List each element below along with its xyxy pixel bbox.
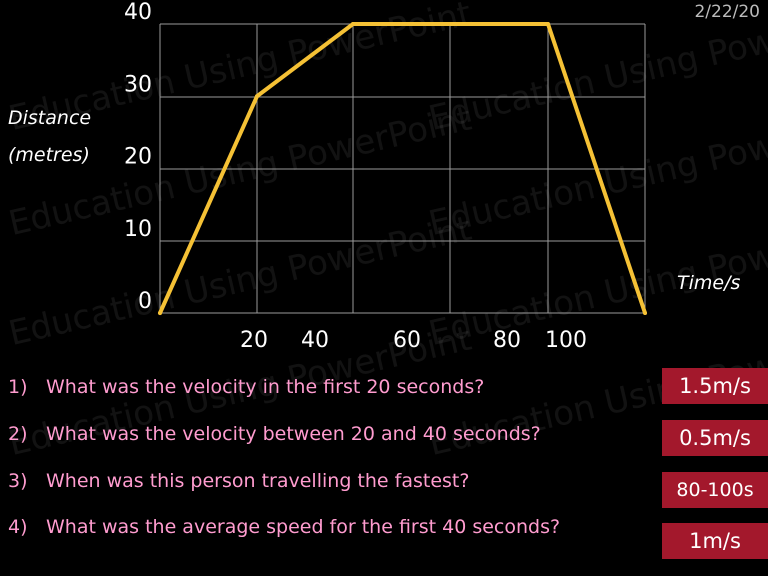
x-tick-label: 40	[301, 328, 329, 353]
distance-time-chart: 0 10 20 30 40 20 40 60 80 100	[124, 0, 647, 353]
x-tick-label: 60	[393, 328, 421, 353]
question-number: 1)	[8, 376, 28, 398]
chart-grid	[159, 23, 646, 314]
question-text: What was the velocity between 20 and 40 …	[46, 423, 541, 445]
data-point	[546, 22, 550, 26]
data-point	[351, 22, 355, 26]
answer-box-1[interactable]: 1.5m/s	[662, 368, 768, 404]
question-number: 4)	[8, 516, 28, 538]
data-point	[158, 311, 162, 315]
question-3: 3) When was this person travelling the fa…	[8, 470, 469, 492]
question-2: 2) What was the velocity between 20 and 4…	[8, 423, 541, 445]
question-text: What was the velocity in the first 20 se…	[46, 376, 485, 398]
y-tick-label: 40	[124, 0, 152, 25]
data-point	[643, 311, 647, 315]
answer-box-3[interactable]: 80-100s	[662, 472, 768, 508]
y-axis-label-line-2: (metres)	[8, 144, 90, 166]
answer-box-2[interactable]: 0.5m/s	[662, 420, 768, 456]
question-text: When was this person travelling the fast…	[46, 470, 470, 492]
y-axis-label-line-1: Distance	[8, 107, 92, 129]
x-tick-label: 80	[493, 328, 521, 353]
y-tick-label: 20	[124, 145, 152, 170]
y-tick-label: 10	[124, 217, 152, 242]
x-axis-label: Time/s	[677, 272, 741, 294]
question-1: 1) What was the velocity in the first 20 …	[8, 376, 484, 398]
answer-box-4[interactable]: 1m/s	[662, 523, 768, 559]
y-tick-label: 30	[124, 72, 152, 97]
y-tick-labels: 0 10 20 30 40	[124, 0, 152, 314]
question-text: What was the average speed for the first…	[46, 516, 561, 538]
x-tick-label: 100	[545, 328, 587, 353]
y-tick-label: 0	[138, 289, 152, 314]
data-point	[255, 94, 259, 99]
question-number: 2)	[8, 423, 28, 445]
x-tick-label: 20	[240, 328, 268, 353]
chart-series	[158, 22, 647, 315]
question-number: 3)	[8, 470, 28, 492]
slide-date: 2/22/20	[694, 2, 760, 22]
question-4: 4) What was the average speed for the fir…	[8, 516, 560, 538]
x-tick-labels: 20 40 60 80 100	[240, 328, 587, 353]
